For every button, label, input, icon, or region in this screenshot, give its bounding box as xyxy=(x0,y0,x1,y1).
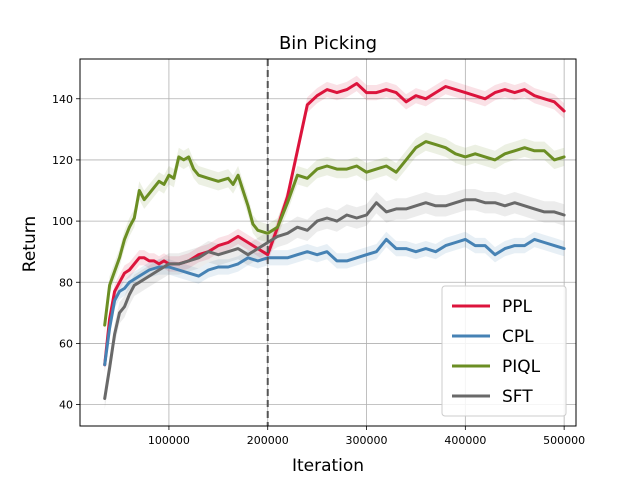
legend-box xyxy=(441,285,567,417)
y-tick-label: 120 xyxy=(52,154,73,167)
y-tick-label: 80 xyxy=(59,276,73,289)
x-tick-label: 400000 xyxy=(444,434,486,447)
chart-title: Bin Picking xyxy=(279,33,377,54)
series-line-cpl xyxy=(103,237,566,367)
legend-label-cpl: CPL xyxy=(502,327,534,347)
x-axis-ticks: 100000 200000 300000 400000 500000 xyxy=(148,426,585,447)
x-axis-label: Iteration xyxy=(292,456,364,476)
legend-label-sft: SFT xyxy=(502,387,533,407)
band-piql xyxy=(104,132,565,335)
y-tick-label: 140 xyxy=(52,93,73,106)
x-tick-label: 100000 xyxy=(148,434,190,447)
series-line-ppl xyxy=(103,82,566,367)
legend-label-ppl: PPL xyxy=(502,297,533,317)
series-line-sft xyxy=(103,198,566,400)
y-tick-label: 60 xyxy=(59,337,73,350)
plot-frame xyxy=(79,58,577,427)
x-tick-label: 300000 xyxy=(346,434,388,447)
axes-border xyxy=(79,58,577,427)
legend-label-piql: PIQL xyxy=(502,357,541,377)
x-tick-label: 500000 xyxy=(543,434,585,447)
x-tick-label: 200000 xyxy=(247,434,289,447)
y-axis-label: Return xyxy=(20,216,40,272)
series-line-piql xyxy=(103,140,566,327)
y-tick-label: 40 xyxy=(59,399,73,412)
y-tick-label: 100 xyxy=(52,215,73,228)
legend: PPL CPL PIQL SFT xyxy=(441,285,567,417)
y-axis-ticks: 40 60 80 100 120 140 xyxy=(52,93,80,412)
series-lines xyxy=(103,82,566,400)
